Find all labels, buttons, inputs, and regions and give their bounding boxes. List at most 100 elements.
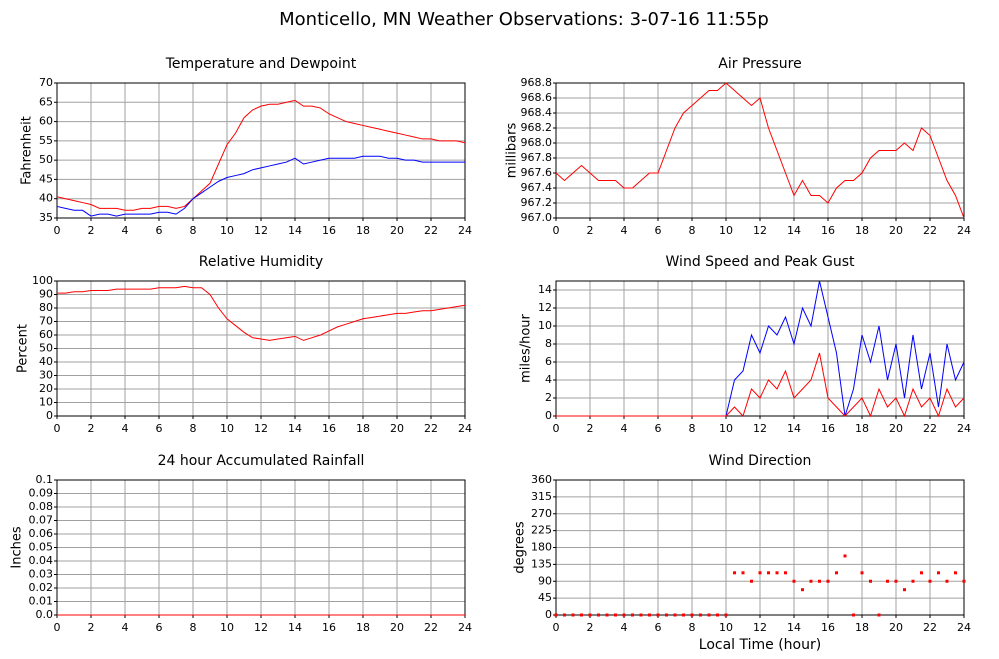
y-tick-label: 55	[39, 134, 53, 147]
y-tick-label: 12	[538, 301, 552, 314]
x-tick-label: 4	[621, 621, 628, 634]
x-tick-label: 22	[424, 224, 438, 237]
y-tick-label: 90	[39, 288, 53, 301]
panel-title: 24 hour Accumulated Rainfall	[158, 453, 365, 469]
y-tick-label: 2	[545, 391, 552, 404]
y-tick-label: 270	[531, 507, 552, 520]
y-axis-label: miles/hour	[519, 313, 534, 382]
panel-title: Relative Humidity	[199, 254, 323, 270]
x-tick-label: 6	[156, 422, 163, 435]
x-tick-label: 8	[190, 224, 197, 237]
x-tick-label: 10	[719, 621, 733, 634]
y-tick-label: 315	[531, 490, 552, 503]
y-tick-label: 35	[39, 211, 53, 224]
data-line	[56, 99, 466, 211]
x-tick-label: 10	[220, 224, 234, 237]
x-tick-label: 22	[424, 422, 438, 435]
y-tick-label: 60	[39, 115, 53, 128]
y-tick-label: 0.04	[29, 554, 54, 567]
data-point	[886, 579, 889, 583]
data-point	[903, 588, 906, 592]
x-tick-label: 6	[655, 224, 662, 237]
data-point	[750, 579, 753, 583]
data-point	[682, 613, 685, 617]
y-tick-label: 0	[545, 608, 552, 621]
x-tick-label: 22	[923, 621, 937, 634]
x-tick-label: 10	[719, 422, 733, 435]
x-tick-label: 20	[390, 422, 404, 435]
y-axis-label: Inches	[10, 526, 25, 568]
y-tick-label: 70	[39, 76, 53, 89]
x-tick-label: 12	[753, 422, 767, 435]
x-tick-label: 14	[787, 422, 801, 435]
data-point	[631, 613, 634, 617]
x-tick-label: 2	[587, 224, 594, 237]
x-tick-label: 24	[957, 422, 971, 435]
data-line	[57, 285, 466, 341]
x-tick-label: 20	[390, 621, 404, 634]
y-tick-label: 0.08	[29, 500, 54, 513]
data-point	[784, 571, 787, 575]
x-tick-label: 14	[288, 224, 302, 237]
panel-title: Temperature and Dewpoint	[165, 56, 357, 72]
y-tick-label: 14	[538, 283, 552, 296]
y-tick-label: 60	[39, 328, 53, 341]
page-title: Monticello, MN Weather Observations: 3-0…	[279, 9, 769, 30]
x-tick-label: 20	[889, 422, 903, 435]
x-tick-label: 24	[957, 621, 971, 634]
chart-panel: 24 hour Accumulated Rainfall Inches 0.0 0.0…	[10, 453, 473, 634]
x-tick-label: 2	[88, 422, 95, 435]
data-line	[56, 155, 465, 217]
y-tick-label: 10	[39, 396, 53, 409]
x-tick-label: 10	[719, 224, 733, 237]
y-tick-label: 360	[531, 473, 552, 486]
x-tick-label: 0	[553, 422, 560, 435]
x-tick-label: 18	[356, 224, 370, 237]
y-tick-label: 0.03	[29, 568, 54, 581]
data-point	[580, 613, 583, 617]
x-tick-label: 0	[54, 621, 61, 634]
y-tick-label: 967.0	[521, 211, 553, 224]
x-tick-label: 0	[553, 621, 560, 634]
y-tick-label: 4	[545, 373, 552, 386]
x-tick-label: 18	[855, 422, 869, 435]
y-tick-label: 180	[531, 541, 552, 554]
y-tick-label: 10	[538, 319, 552, 332]
x-tick-label: 24	[458, 422, 472, 435]
plot-frame	[56, 82, 466, 219]
data-point	[835, 571, 838, 575]
data-point	[869, 579, 872, 583]
x-tick-label: 20	[889, 621, 903, 634]
x-tick-label: 4	[122, 224, 129, 237]
x-tick-label: 14	[288, 422, 302, 435]
x-tick-label: 8	[190, 621, 197, 634]
panel-title: Wind Direction	[709, 453, 812, 469]
x-tick-label: 4	[122, 422, 129, 435]
x-tick-label: 16	[821, 224, 835, 237]
y-tick-label: 968.8	[521, 76, 553, 89]
x-tick-label: 2	[88, 224, 95, 237]
y-tick-label: 0	[46, 409, 53, 422]
y-axis-label: millibars	[505, 123, 520, 179]
x-tick-label: 12	[254, 621, 268, 634]
y-tick-label: 0.07	[29, 514, 54, 527]
data-point	[818, 579, 821, 583]
x-tick-label: 2	[88, 621, 95, 634]
x-tick-label: 2	[587, 422, 594, 435]
data-point	[962, 579, 966, 583]
x-tick-label: 0	[553, 224, 560, 237]
data-point	[792, 579, 796, 583]
y-tick-label: 0	[545, 409, 552, 422]
y-tick-label: 0.1	[36, 473, 54, 486]
y-tick-label: 50	[39, 153, 53, 166]
x-tick-label: 6	[156, 224, 163, 237]
x-tick-label: 8	[689, 422, 696, 435]
data-point	[563, 613, 566, 617]
data-point	[716, 613, 719, 617]
chart-panel: Relative HumidityPercent0102030405060708…	[16, 254, 473, 435]
y-tick-label: 968.0	[521, 136, 553, 149]
y-tick-label: 0.0	[36, 608, 54, 621]
y-tick-label: 967.8	[521, 151, 553, 164]
y-tick-label: 225	[531, 524, 552, 537]
